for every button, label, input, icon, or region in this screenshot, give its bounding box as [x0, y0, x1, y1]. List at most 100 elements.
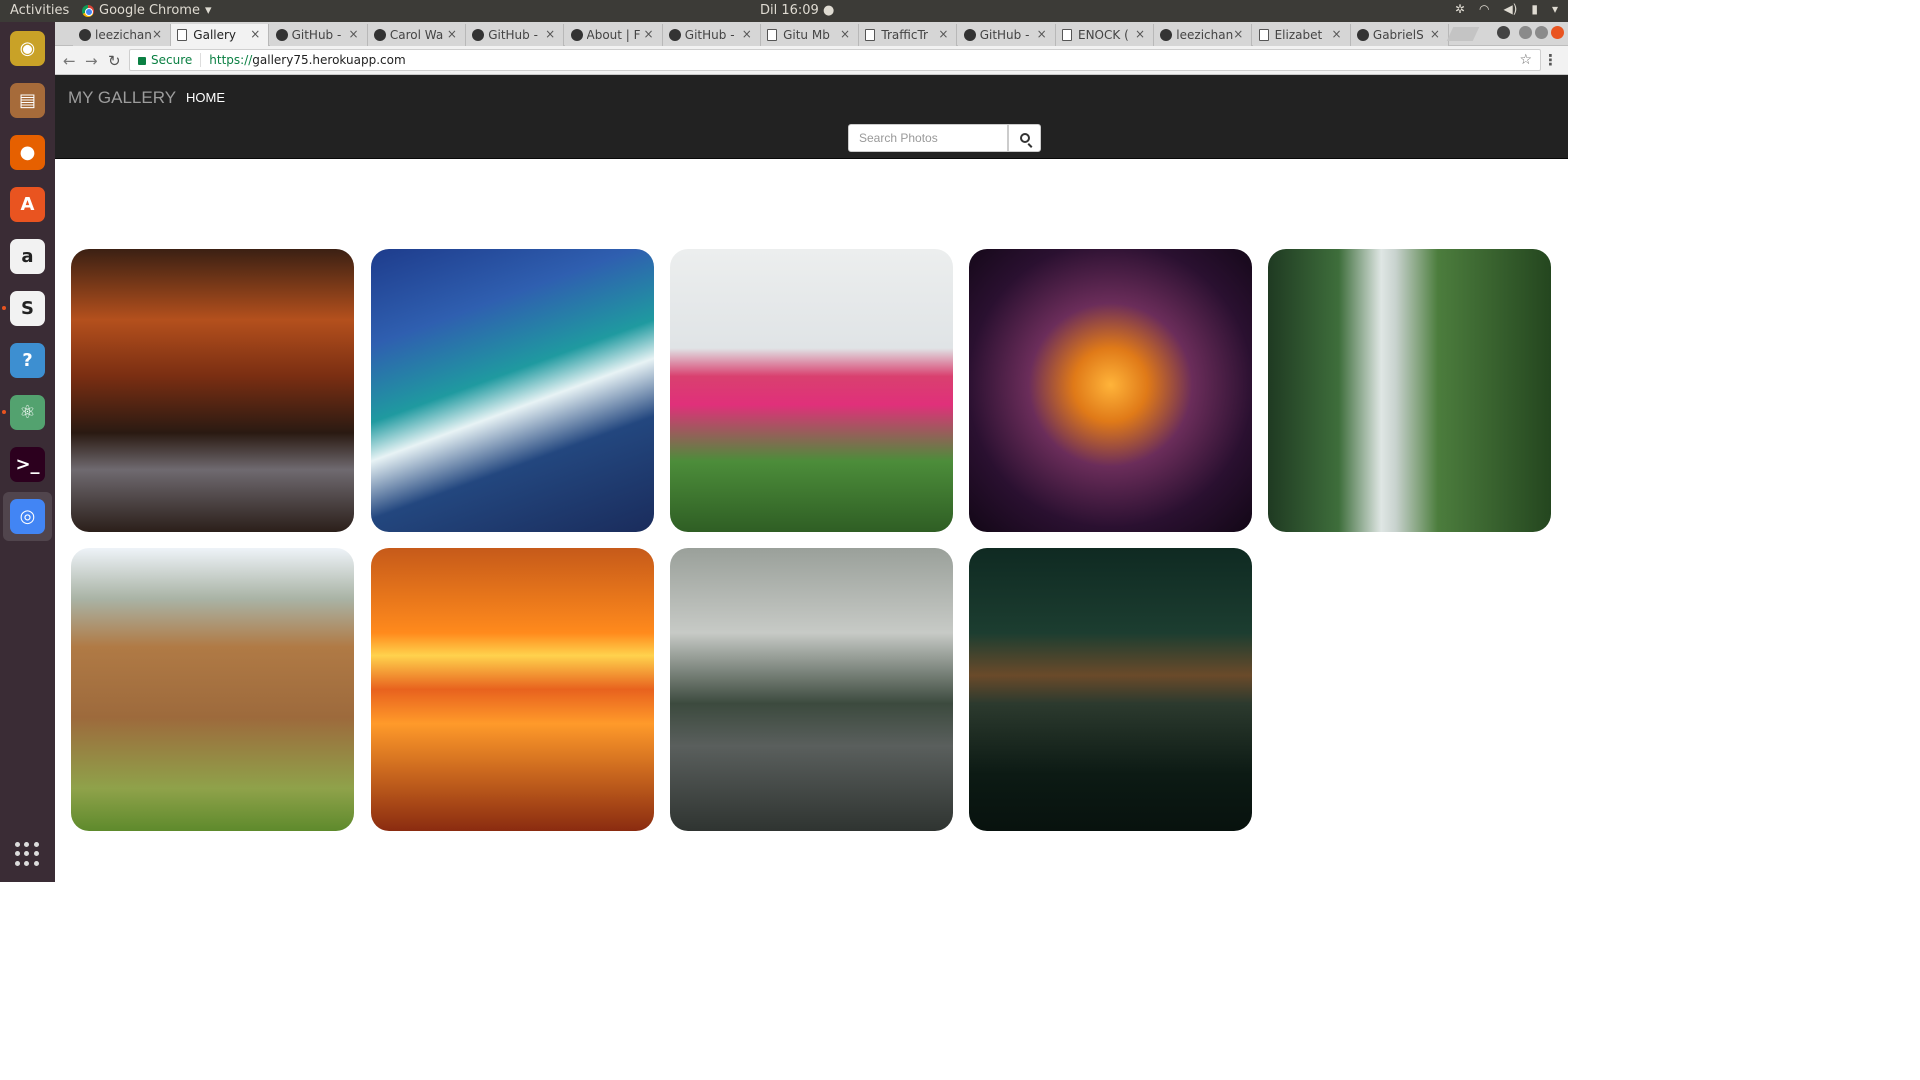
amazon-glyph: a — [10, 239, 45, 274]
app-menu-label: Google Chrome — [99, 3, 200, 18]
browser-tab[interactable]: ENOCK (× — [1056, 24, 1154, 46]
files-icon[interactable]: ▤ — [9, 82, 46, 119]
app-menu[interactable]: Google Chrome ▾ — [82, 3, 212, 18]
url-scheme: https:// — [209, 53, 253, 67]
software-center-icon[interactable]: A — [9, 186, 46, 223]
activities-button[interactable]: Activities — [10, 3, 70, 18]
maximize-icon[interactable] — [1535, 26, 1548, 39]
window-close-icon[interactable] — [1551, 26, 1564, 39]
page-icon — [1062, 29, 1072, 41]
github-icon — [963, 29, 976, 41]
photo-autumn-forest-road[interactable] — [71, 249, 354, 532]
browser-tab[interactable]: GitHub - × — [957, 24, 1056, 46]
tab-label: TrafficTr — [881, 28, 928, 42]
tab-label: GitHub - — [979, 28, 1030, 42]
browser-tab[interactable]: leezichan × — [73, 24, 171, 46]
back-arrow-icon[interactable]: ← — [63, 52, 76, 70]
atom-icon[interactable]: ⚛ — [9, 394, 46, 431]
battery-icon[interactable]: ▮ — [1531, 2, 1538, 16]
browser-tab[interactable]: Gitu Mb × — [761, 24, 860, 46]
photo-surfer-wave[interactable] — [371, 249, 654, 532]
settings-icon[interactable]: ✲ — [1454, 2, 1465, 16]
browser-tab[interactable]: About | F × — [564, 24, 663, 46]
address-bar[interactable]: Secure https://gallery75.herokuapp.com ☆ — [129, 49, 1541, 71]
close-icon[interactable]: × — [545, 27, 556, 41]
browser-tab[interactable]: Carol Wa × — [367, 24, 466, 46]
tab-label: Elizabet — [1274, 28, 1323, 42]
terminal-icon — [373, 29, 386, 41]
tab-label: About | F — [586, 28, 641, 42]
photo-forest-lake[interactable] — [969, 548, 1252, 831]
browser-tab[interactable]: GabrielS × — [1350, 24, 1449, 46]
photo-sunset-sea[interactable] — [371, 548, 654, 831]
browser-tab[interactable]: GitHub - × — [269, 24, 368, 46]
page-icon — [767, 29, 778, 41]
secure-label: Secure — [151, 53, 193, 67]
toolbar: ← → ↻ Secure https://gallery75.herokuapp… — [55, 46, 1568, 75]
search-icon — [1019, 133, 1030, 143]
close-icon[interactable]: × — [938, 27, 949, 41]
browser-tab[interactable]: Elizabet × — [1252, 24, 1351, 46]
rhythmbox-glyph: ◉ — [10, 31, 45, 66]
slack-icon[interactable]: S — [9, 290, 46, 327]
grid-dot — [15, 851, 20, 857]
close-icon[interactable]: × — [741, 27, 752, 41]
close-icon[interactable]: × — [1233, 27, 1244, 41]
photo-waterfall[interactable] — [1268, 249, 1551, 532]
files-glyph: ▤ — [10, 83, 45, 118]
bookmark-star-icon[interactable]: ☆ — [1519, 52, 1532, 68]
grid-dot — [33, 860, 39, 866]
browser-tab[interactable]: GitHub - × — [662, 24, 761, 46]
close-icon[interactable]: × — [151, 27, 162, 41]
forward-arrow-icon[interactable]: → — [85, 52, 98, 70]
photo-elephants[interactable] — [71, 548, 354, 831]
tab-strip: leezichan × Gallery × GitHub - × Carol Wa × GitH… — [55, 22, 1568, 46]
github-icon — [1160, 29, 1173, 41]
browser-tab[interactable]: TrafficTr × — [859, 24, 958, 46]
wifi-icon[interactable]: ◠ — [1478, 2, 1490, 16]
search-input[interactable] — [848, 124, 1008, 152]
close-icon[interactable]: × — [1429, 27, 1440, 41]
new-tab-button[interactable] — [1446, 27, 1480, 41]
tab-label: Carol Wa — [389, 28, 444, 42]
close-icon[interactable]: × — [250, 27, 261, 41]
close-icon[interactable]: × — [1134, 27, 1145, 41]
url-host: gallery75.herokuapp.com — [252, 53, 406, 67]
close-icon[interactable]: × — [1036, 27, 1047, 41]
browser-tab[interactable]: leezichan × — [1154, 24, 1253, 46]
profile-icon[interactable] — [1497, 26, 1510, 39]
tab-label: GitHub - — [684, 28, 735, 42]
close-icon[interactable]: × — [840, 27, 851, 41]
system-tray[interactable]: ✲ ◠ ◀) ▮ ▾ — [1455, 2, 1558, 16]
nav-home-link[interactable]: HOME — [186, 90, 225, 105]
close-icon[interactable]: × — [1331, 27, 1342, 41]
more-menu-icon[interactable]: ⋮ — [1543, 51, 1558, 69]
amazon-icon[interactable]: a — [9, 238, 46, 275]
reload-icon[interactable]: ↻ — [108, 52, 121, 70]
close-icon[interactable]: × — [446, 27, 457, 41]
site-navbar: MY GALLERY HOME — [55, 75, 1568, 159]
tab-label: GitHub - — [291, 28, 342, 42]
close-icon[interactable]: × — [348, 27, 359, 41]
url-text[interactable]: https://gallery75.herokuapp.com — [201, 53, 405, 67]
photo-misty-road[interactable] — [670, 548, 953, 831]
grid-dot — [15, 842, 20, 847]
photo-tulip-field[interactable] — [670, 249, 953, 532]
minimize-icon[interactable] — [1519, 26, 1532, 39]
chrome-icon[interactable]: ◎ — [3, 492, 52, 541]
clock[interactable]: Dil 16:09 ● — [760, 3, 834, 18]
search-button[interactable] — [1008, 124, 1041, 152]
firefox-icon[interactable]: ● — [9, 134, 46, 171]
help-icon[interactable]: ? — [9, 342, 46, 379]
chevron-down-icon[interactable]: ▾ — [1551, 2, 1558, 16]
site-brand[interactable]: MY GALLERY — [68, 88, 177, 107]
terminal-icon[interactable]: >_ — [9, 446, 46, 483]
browser-tab[interactable]: GitHub - × — [466, 24, 565, 46]
show-applications-icon[interactable] — [15, 842, 39, 866]
close-icon[interactable]: × — [643, 27, 654, 41]
photo-abstract-swirl[interactable] — [969, 249, 1252, 532]
rhythmbox-icon[interactable]: ◉ — [9, 30, 46, 67]
browser-tab[interactable]: Gallery × — [171, 24, 270, 46]
volume-icon[interactable]: ◀) — [1503, 2, 1518, 16]
security-indicator[interactable]: Secure — [130, 53, 202, 67]
